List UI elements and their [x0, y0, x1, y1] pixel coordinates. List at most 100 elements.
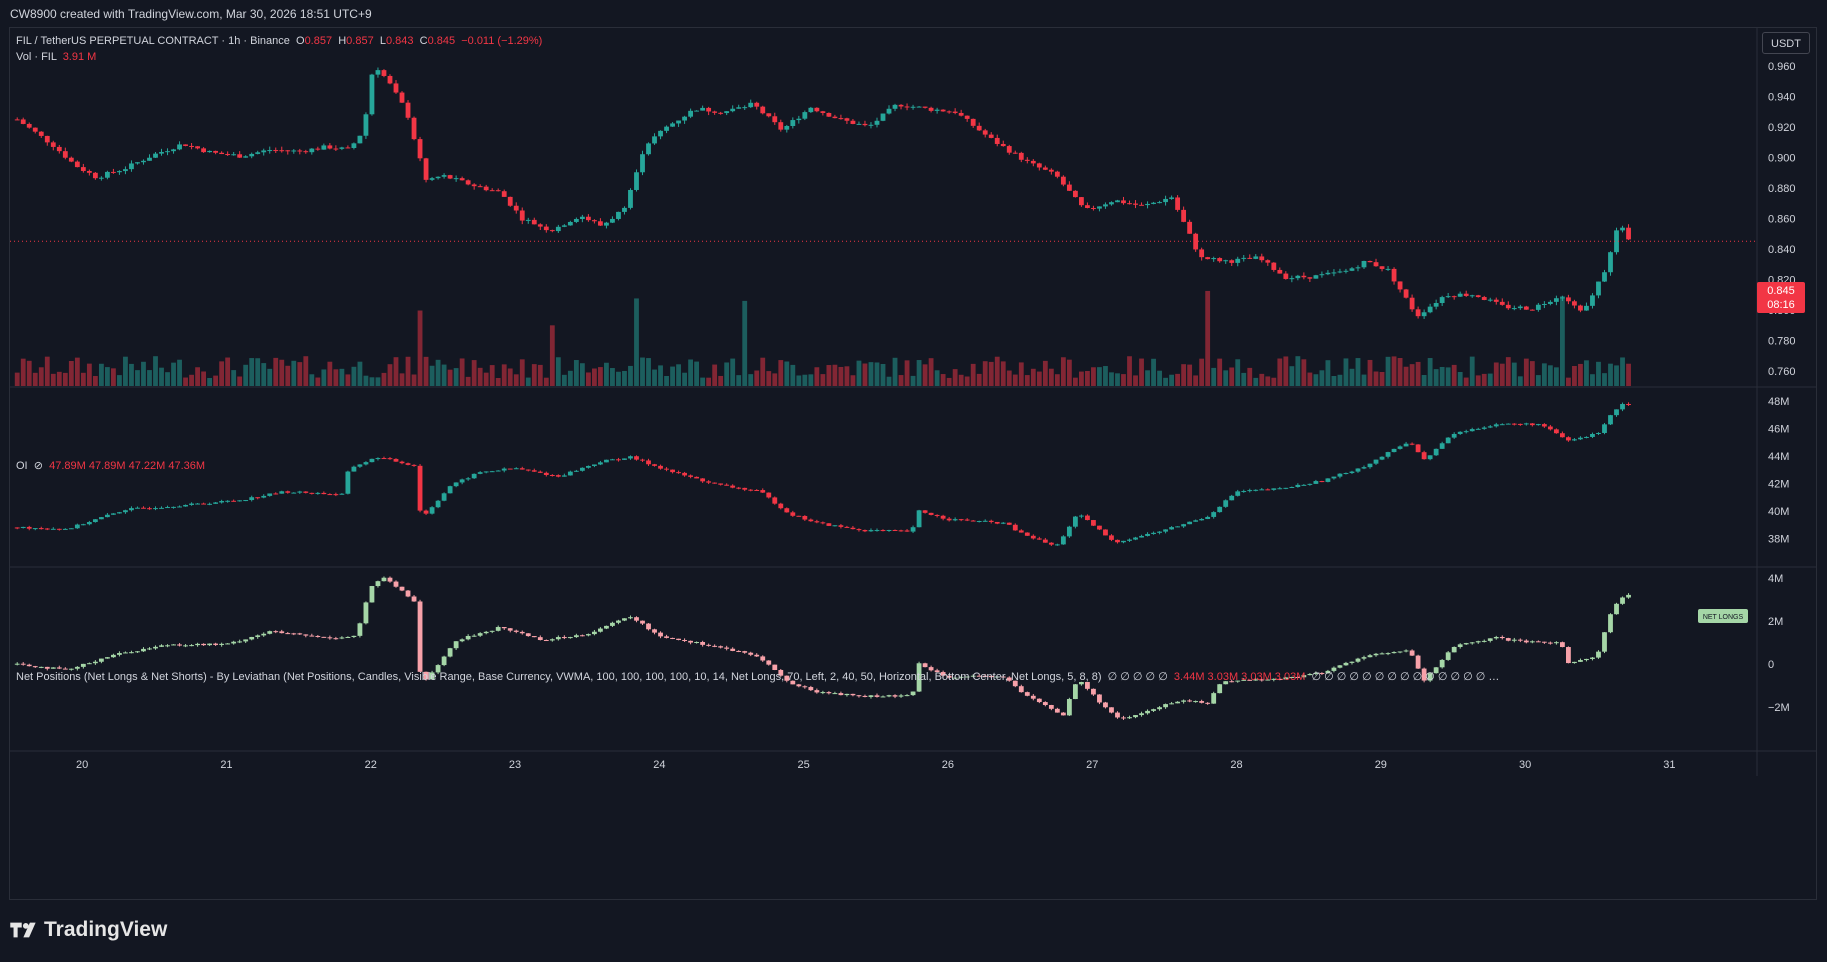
- volume-bar: [327, 361, 333, 386]
- candle-body: [1205, 702, 1211, 704]
- volume-bar: [724, 362, 730, 386]
- candle-body: [1445, 652, 1451, 660]
- candle-body: [1006, 146, 1012, 153]
- netpos-legend[interactable]: Net Positions (Net Longs & Net Shorts) -…: [16, 670, 1499, 683]
- candle-body: [225, 154, 231, 156]
- candle-body: [171, 149, 176, 152]
- candle-body: [495, 627, 501, 631]
- candle-body: [231, 500, 237, 502]
- candle-body: [303, 151, 309, 153]
- candle-body: [423, 510, 429, 514]
- candle-body: [1319, 274, 1325, 276]
- candle-body: [1103, 204, 1108, 207]
- tradingview-logo[interactable]: TradingView: [10, 918, 167, 942]
- candle-body: [964, 115, 970, 119]
- volume-bar: [213, 375, 219, 386]
- candle-body: [1361, 467, 1367, 469]
- volume-bar: [640, 357, 645, 386]
- volume-bar: [1517, 376, 1523, 386]
- oi-legend[interactable]: OI ⊘ 47.89M 47.89M 47.22M 47.36M: [16, 459, 205, 472]
- candle-body: [453, 178, 459, 180]
- volume-bar: [38, 367, 44, 386]
- candle-body: [916, 663, 922, 692]
- candle-body: [724, 111, 730, 114]
- volume-bar: [141, 361, 146, 386]
- netpos-eye-icons-after[interactable]: ∅ ∅ ∅ ∅ ∅ ∅ ∅ ∅ ∅ ∅ ∅ ∅ ∅ ∅ …: [1311, 671, 1500, 683]
- candle-body: [1187, 221, 1193, 234]
- main-legend[interactable]: FIL / TetherUS PERPETUAL CONTRACT · 1h ·…: [16, 35, 542, 47]
- volume-bar: [333, 369, 339, 386]
- candle-body: [1115, 539, 1120, 543]
- candle-body: [1481, 427, 1487, 429]
- candle-body: [573, 470, 579, 472]
- volume-bar: [315, 377, 321, 386]
- candle-body: [820, 111, 826, 113]
- candle-body: [1133, 537, 1138, 540]
- volume-bar: [784, 361, 790, 386]
- volume-legend[interactable]: Vol · FIL 3.91 M: [16, 51, 96, 63]
- candle-body: [1427, 455, 1433, 460]
- candle-body: [922, 663, 928, 668]
- candle-body: [1626, 594, 1631, 598]
- candle-body: [1175, 701, 1181, 704]
- volume-bar: [62, 372, 68, 386]
- candle-body: [26, 123, 32, 128]
- volume-bar: [104, 367, 110, 386]
- candle-body: [1127, 717, 1132, 719]
- candle-body: [856, 695, 862, 697]
- candle-body: [273, 631, 279, 633]
- candle-body: [1553, 429, 1559, 434]
- candle-body: [1608, 252, 1613, 273]
- eye-off-icon[interactable]: ⊘: [33, 460, 43, 472]
- chart-canvas[interactable]: 0.7600.7800.8000.8200.8400.8600.8800.900…: [10, 28, 1816, 899]
- volume-bar: [1024, 375, 1030, 386]
- y-tick-label: −2M: [1768, 702, 1790, 714]
- candle-body: [628, 617, 633, 619]
- volume-bar: [904, 360, 910, 386]
- candle-body: [1505, 638, 1511, 641]
- candle-body: [616, 211, 621, 219]
- candle-body: [50, 667, 56, 669]
- candle-body: [159, 151, 164, 154]
- candle-body: [772, 116, 778, 123]
- volume-bar: [80, 372, 86, 386]
- candle-body: [1547, 642, 1553, 644]
- netpos-eye-icons-before[interactable]: ∅ ∅ ∅ ∅ ∅: [1107, 671, 1168, 683]
- candle-body: [1529, 641, 1535, 643]
- volume-bar: [111, 368, 116, 386]
- candle-body: [874, 695, 880, 697]
- volume-bar: [814, 367, 820, 386]
- candle-body: [1259, 489, 1265, 491]
- candle-body: [616, 459, 621, 461]
- volume-bar: [682, 372, 687, 386]
- volume-bar: [940, 374, 946, 386]
- volume-bar: [988, 361, 994, 386]
- candle-body: [62, 151, 68, 158]
- volume-bar: [153, 356, 158, 386]
- volume-bar: [339, 368, 345, 386]
- volume-bar: [1451, 364, 1457, 386]
- volume-bar: [447, 369, 453, 386]
- candle-body: [303, 491, 309, 493]
- candle-body: [1487, 638, 1493, 641]
- candle-body: [177, 644, 182, 646]
- volume-bar: [1012, 374, 1018, 386]
- volume-bar: [26, 360, 32, 386]
- candle-body: [622, 618, 627, 621]
- candle-body: [712, 111, 718, 113]
- candle-body: [1433, 667, 1439, 674]
- chart-frame[interactable]: 0.7600.7800.8000.8200.8400.8600.8800.900…: [9, 27, 1817, 900]
- candle-body: [1475, 428, 1481, 430]
- y-tick-label: 48M: [1768, 396, 1789, 408]
- currency-unit-button[interactable]: USDT: [1762, 32, 1810, 54]
- volume-bar: [44, 356, 50, 386]
- symbol-title[interactable]: FIL / TetherUS PERPETUAL CONTRACT · 1h ·…: [16, 35, 290, 47]
- candle-body: [315, 148, 321, 150]
- candle-body: [1085, 515, 1090, 521]
- candle-body: [381, 70, 387, 76]
- candle-body: [1066, 526, 1072, 537]
- candle-body: [123, 510, 128, 513]
- candle-body: [616, 620, 621, 623]
- volume-bar: [423, 356, 429, 386]
- candle-body: [1241, 491, 1247, 493]
